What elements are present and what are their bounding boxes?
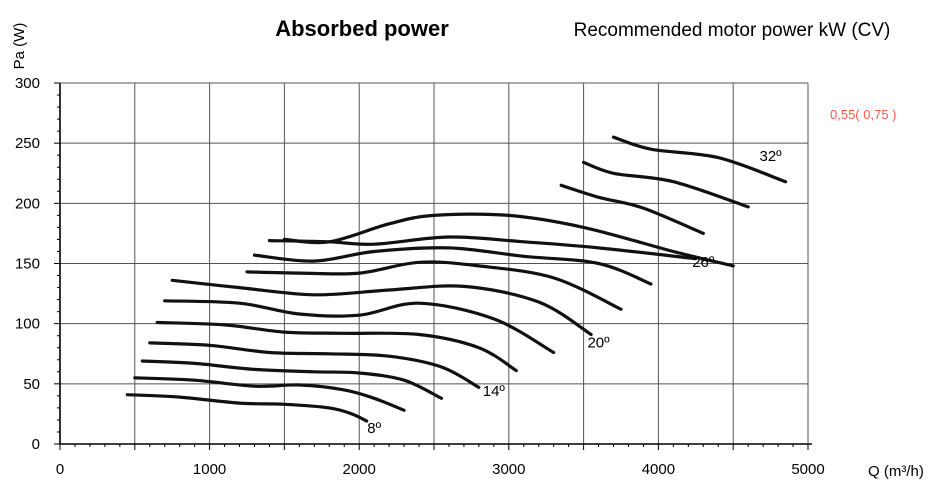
x-axis-label: Q (m³/h) (868, 463, 924, 480)
x-tick-label: 3000 (492, 461, 525, 478)
y-tick-label: 300 (15, 75, 40, 92)
power-curve-8 (245, 260, 623, 311)
y-tick-label: 0 (32, 436, 40, 453)
x-tick-label: 2000 (343, 461, 376, 478)
chart-subtitle: Recommended motor power kW (CV) (574, 20, 891, 41)
power-curve-12 (559, 183, 705, 235)
power-curve-13 (582, 160, 750, 209)
power-curve-9 (252, 246, 653, 286)
power-curve-2 (133, 376, 406, 412)
y-axis-label: Pa (W) (11, 23, 28, 70)
x-tick-label: 4000 (642, 461, 675, 478)
power-curve-3 (140, 359, 444, 400)
power-curve-14 (611, 135, 788, 184)
curve-label: 26º (692, 254, 715, 271)
curve-label: 20º (587, 335, 610, 352)
axes (54, 82, 812, 450)
power-curve-11 (282, 212, 735, 268)
curve-label: 32º (760, 148, 783, 165)
power-curve-1 (125, 393, 369, 423)
power-curve-7 (170, 278, 593, 337)
power-curves (125, 135, 788, 423)
motor-power-note: 0,55( 0,75 ) (830, 107, 897, 122)
x-tick-label: 5000 (791, 461, 824, 478)
y-tick-label: 250 (15, 135, 40, 152)
x-tick-label: 0 (56, 461, 64, 478)
y-tick-label: 50 (23, 376, 40, 393)
y-tick-label: 150 (15, 256, 40, 273)
curve-label: 8º (367, 420, 381, 437)
x-tick-label: 1000 (193, 461, 226, 478)
power-curve-5 (155, 320, 518, 373)
curve-label: 14º (483, 383, 506, 400)
chart-title: Absorbed power (275, 16, 449, 41)
y-tick-label: 100 (15, 316, 40, 333)
curve-labels: 8º 14º 20º 26º 32º (367, 148, 782, 437)
power-curve-4 (148, 341, 481, 389)
power-curve-6 (163, 299, 556, 355)
y-tick-label: 200 (15, 195, 40, 212)
